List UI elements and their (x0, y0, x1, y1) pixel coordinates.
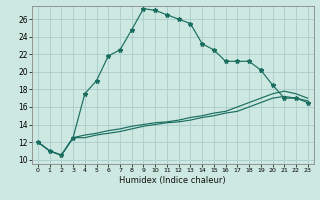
X-axis label: Humidex (Indice chaleur): Humidex (Indice chaleur) (119, 176, 226, 185)
